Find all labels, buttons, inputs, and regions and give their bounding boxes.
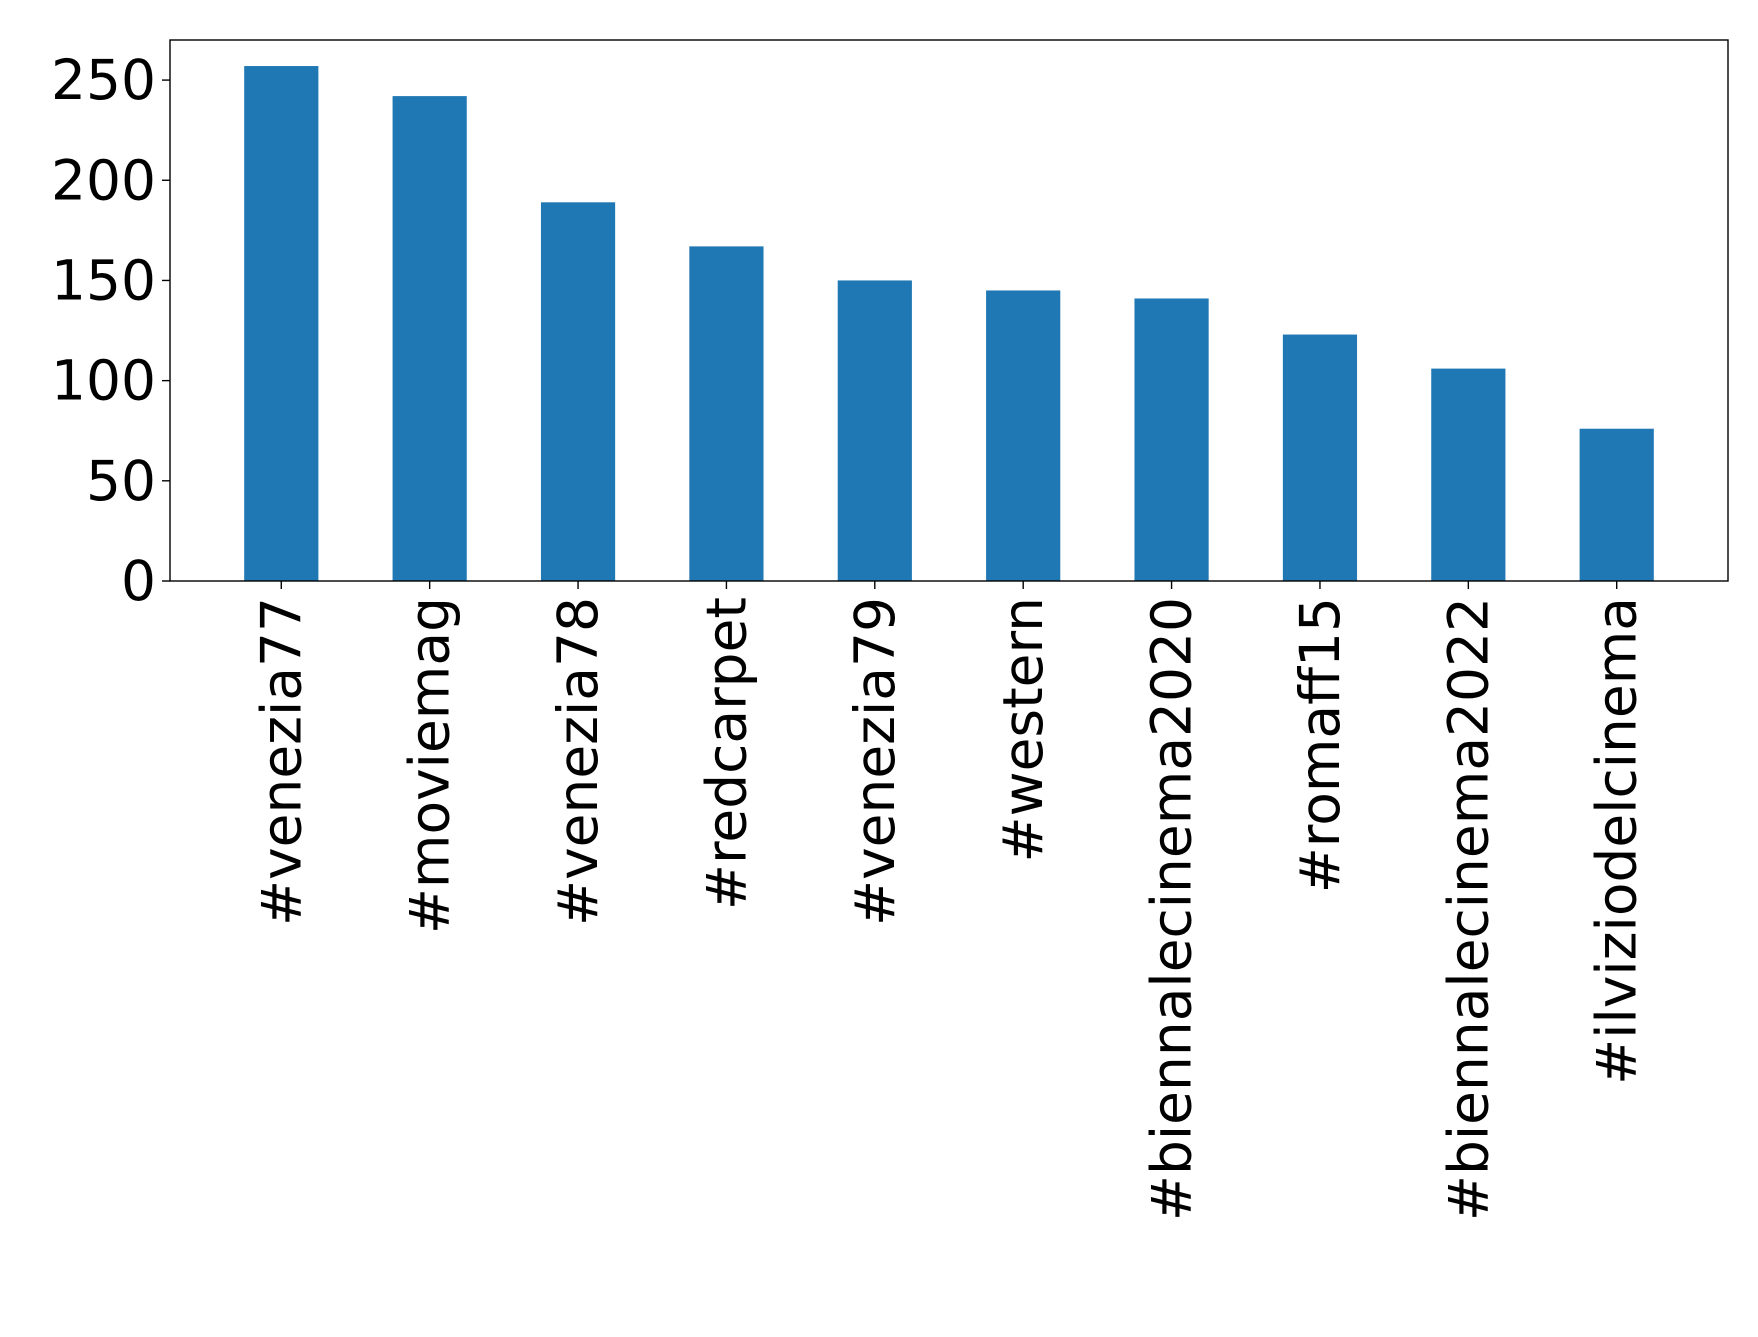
plot-frame: [169, 39, 1729, 582]
x-tick-label: #venezia77: [249, 597, 313, 926]
x-tick-label: #redcarpet: [694, 597, 758, 910]
bar-venezia79: [837, 280, 912, 581]
bars-group: [244, 66, 1654, 582]
bar-ilviziodelcinema: [1579, 428, 1654, 581]
bar-western: [986, 290, 1061, 581]
x-tick-label: #romaff15: [1288, 597, 1352, 893]
y-tick-label: 100: [51, 349, 156, 413]
bar-moviemag: [392, 96, 467, 582]
y-tick-label: 50: [86, 449, 156, 513]
bar-venezia78: [540, 202, 616, 582]
y-tick-label: 0: [121, 549, 156, 613]
x-tick-label: #venezia79: [843, 597, 907, 926]
x-tick-label: #moviemag: [398, 597, 462, 934]
x-tick-label: #western: [991, 597, 1055, 862]
bar-venezia77: [244, 66, 319, 581]
x-axis: #venezia77 #moviemag #venezia78 #redcarpet #…: [249, 581, 1649, 1221]
x-tick-label: #biennalecinema2022: [1436, 597, 1500, 1221]
x-tick-label: #venezia78: [546, 597, 610, 926]
y-tick-label: 150: [51, 248, 156, 312]
x-tick-label: #ilviziodelcinema: [1585, 597, 1649, 1085]
y-tick-label: 250: [51, 48, 156, 112]
bar-redcarpet: [689, 246, 764, 582]
x-tick-label: #biennalecinema2020: [1140, 597, 1204, 1221]
bar-romaff15: [1282, 334, 1358, 581]
y-tick-label: 200: [51, 148, 156, 212]
bar-biennalecinema2022: [1431, 368, 1506, 581]
bar-biennalecinema2020: [1134, 298, 1209, 581]
y-axis: 0 50 100 150 200 250: [51, 48, 170, 613]
